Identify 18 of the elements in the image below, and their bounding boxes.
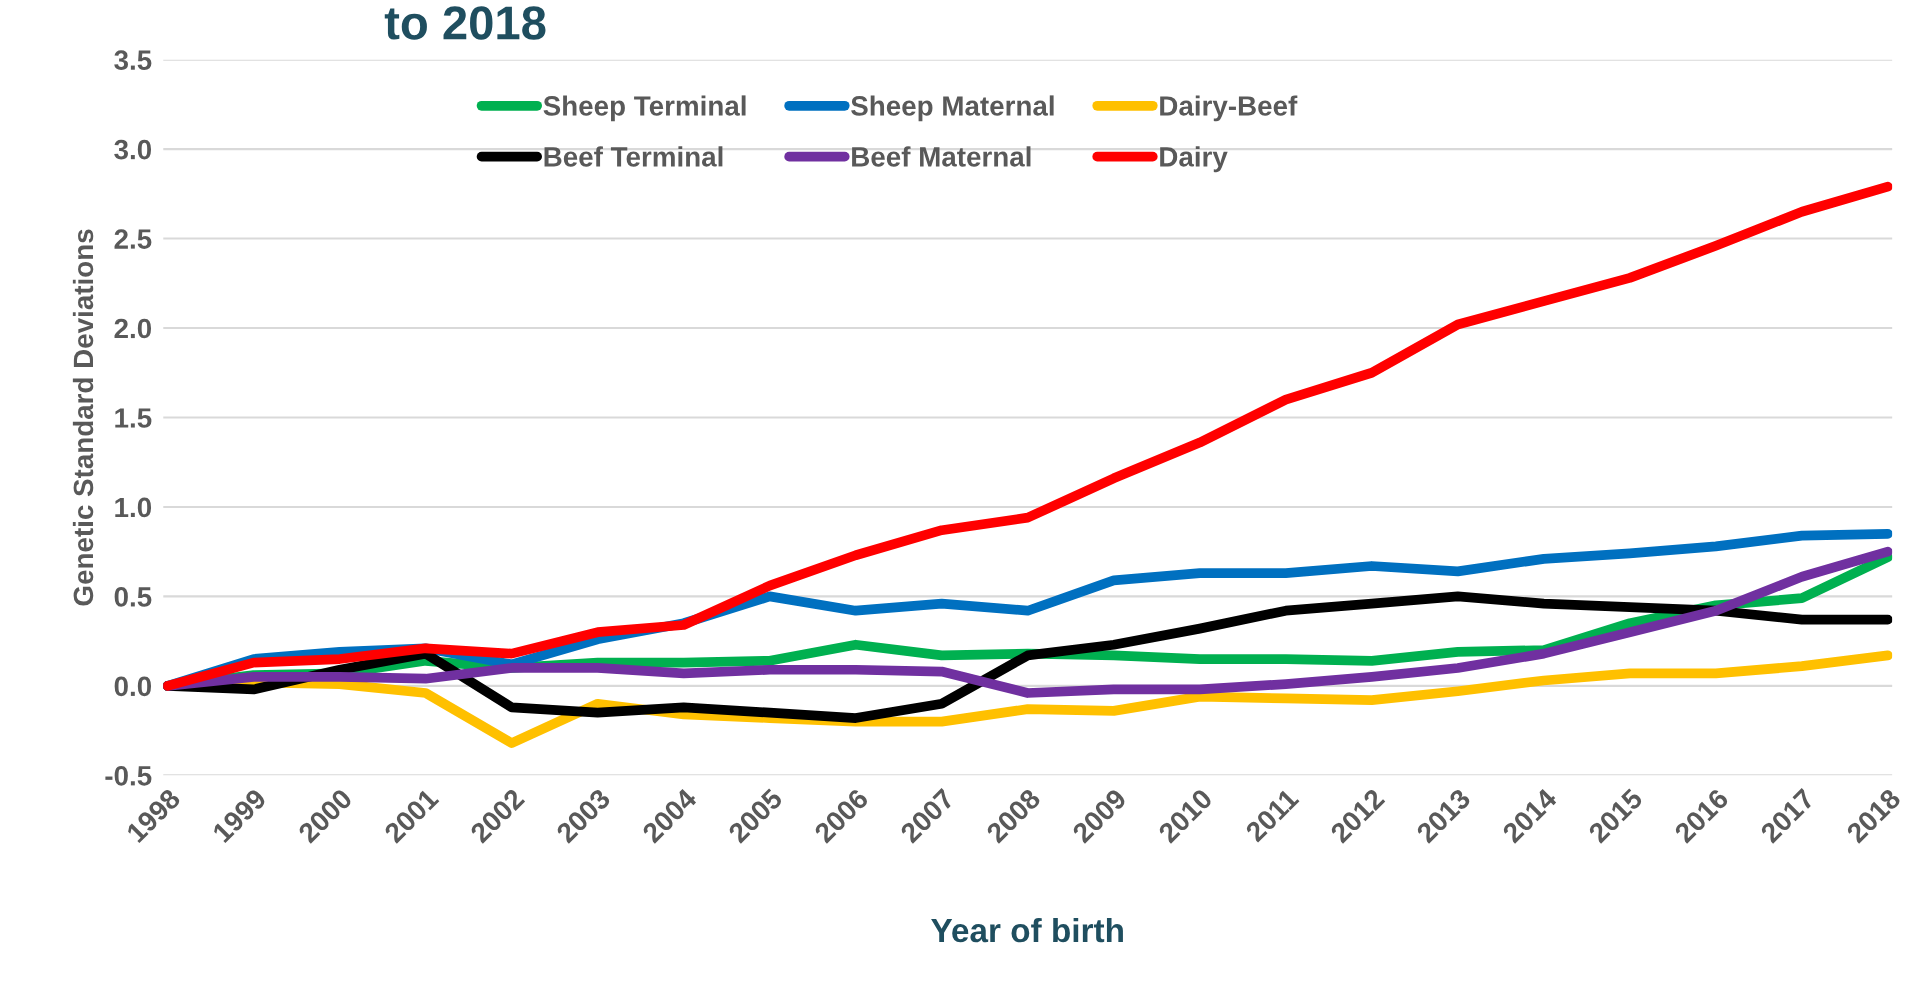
- legend-label: Sheep Terminal: [543, 95, 746, 122]
- legend-label: Sheep Maternal: [851, 95, 1054, 122]
- legend-label: Dairy: [1160, 146, 1228, 173]
- y-axis-title: Genetic Standard Deviations: [72, 229, 94, 606]
- x-axis-title: Year of birth: [931, 917, 1123, 943]
- y-tick-label: 1.5: [115, 408, 152, 428]
- legend-label: Beef Terminal: [544, 146, 723, 167]
- y-tick-label: 3.0: [114, 139, 152, 160]
- chart-title: to 2018: [384, 6, 546, 40]
- legend-label: Dairy-Beef: [1160, 95, 1298, 122]
- legend-label: Beef Maternal: [852, 146, 1031, 167]
- y-tick-label: 3.5: [114, 50, 152, 71]
- y-tick-label: 0.0: [114, 676, 152, 697]
- y-tick-label: 2.5: [114, 229, 152, 249]
- y-tick-label: 2.0: [114, 318, 152, 339]
- y-tick-label: -0.5: [105, 765, 152, 786]
- y-tick-label: 1.0: [115, 497, 152, 518]
- y-tick-label: 0.5: [114, 587, 152, 607]
